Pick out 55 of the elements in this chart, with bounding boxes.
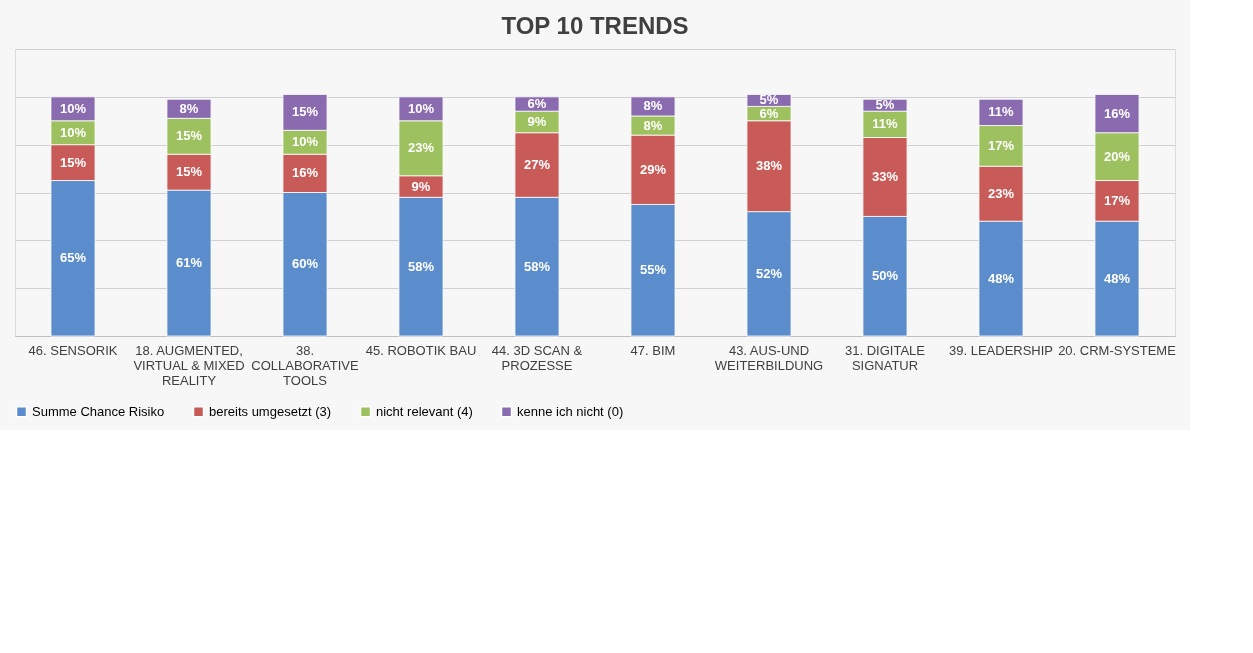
data-label: 15%: [175, 128, 203, 144]
data-label: 10%: [59, 100, 87, 116]
data-label: 5%: [759, 92, 779, 108]
data-label: 6%: [527, 96, 547, 112]
data-label: 11%: [988, 104, 1015, 120]
data-label: 9%: [411, 178, 431, 194]
data-label: 17%: [987, 137, 1015, 153]
x-tick-label: 44. 3D SCAN & PROZESSE: [491, 342, 583, 373]
data-label: 10%: [59, 124, 87, 140]
data-label: 10%: [407, 100, 435, 116]
data-label: 8%: [643, 98, 663, 114]
data-label: 16%: [1103, 105, 1131, 121]
data-label: 29%: [639, 161, 667, 177]
data-label: 61%: [175, 255, 203, 271]
data-label: 27%: [523, 157, 551, 172]
data-label: 48%: [987, 270, 1015, 286]
data-label: 9%: [527, 113, 547, 129]
chart-title: TOP 10 TRENDS: [501, 12, 689, 39]
legend-label: Summe Chance Risiko: [32, 403, 165, 419]
legend-label: nicht relevant (4): [376, 403, 473, 419]
legend-label: bereits umgesetzt (3): [209, 403, 332, 419]
data-label: 33%: [871, 168, 899, 184]
data-label: 8%: [179, 100, 199, 116]
data-label: 20%: [1103, 148, 1131, 164]
data-label: 58%: [523, 258, 551, 274]
data-label: 23%: [987, 185, 1015, 201]
data-label: 65%: [59, 250, 87, 266]
data-label: 5%: [875, 97, 895, 113]
legend-label: kenne ich nicht (0): [517, 403, 624, 419]
data-label: 15%: [59, 154, 87, 170]
data-label: 16%: [291, 165, 319, 181]
data-label: 48%: [1103, 270, 1131, 286]
data-label: 11%: [872, 116, 899, 132]
x-tick-label: 45. ROBOTIK BAU: [365, 342, 477, 358]
data-label: 23%: [407, 140, 435, 156]
x-tick-label: 20. CRM-SYSTEME: [1058, 342, 1177, 358]
data-label: 17%: [1103, 192, 1131, 208]
data-label: 50%: [871, 268, 899, 284]
data-label: 6%: [759, 105, 779, 121]
x-tick-label: 47. BIM: [630, 342, 676, 358]
data-label: 38%: [755, 158, 783, 174]
data-label: 8%: [643, 117, 663, 133]
x-tick-label: 43. AUS-UND WEITERBILDUNG: [714, 342, 824, 373]
data-label: 10%: [291, 134, 319, 150]
x-tick-label: 39. LEADERSHIP: [948, 342, 1054, 358]
data-label: 15%: [175, 164, 203, 180]
data-label: 60%: [291, 256, 319, 272]
x-tick-label: 46. SENSORIK: [28, 342, 118, 358]
x-tick-label: 38. COLLABORATIVE TOOLS: [251, 342, 360, 388]
data-label: 55%: [639, 262, 667, 278]
data-label: 52%: [755, 265, 783, 281]
x-tick-label: 18. AUGMENTED, VIRTUAL & MIXED REALITY: [133, 342, 245, 388]
x-tick-label: 31. DIGITALE SIGNATUR: [845, 342, 926, 373]
data-label: 15%: [291, 104, 319, 120]
data-label: 58%: [407, 258, 435, 274]
